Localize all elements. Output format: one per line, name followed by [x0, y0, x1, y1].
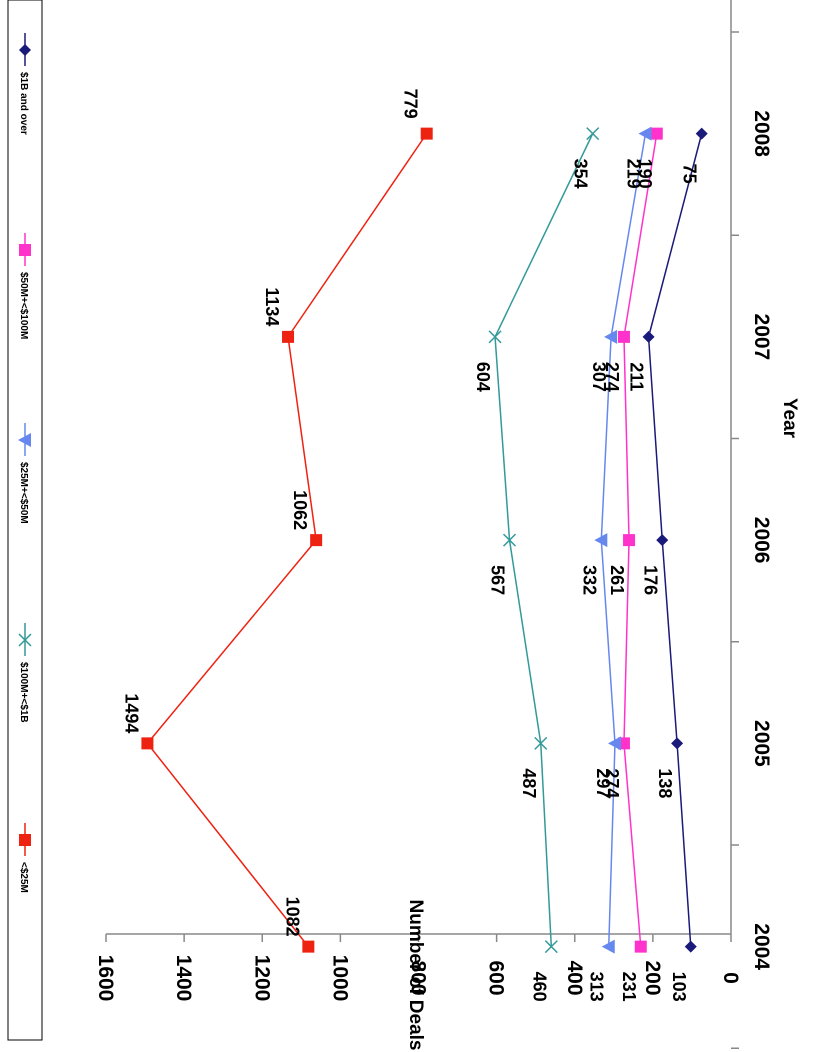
y-tick-label: 200: [641, 960, 664, 995]
data-point: [594, 533, 608, 548]
y-axis-ticks: 0 200 400 600 800 1000 1200 1400 1600: [94, 934, 742, 1001]
series-layer: [141, 126, 708, 954]
y-tick-label: 1000: [328, 955, 351, 1002]
data-label: 779: [401, 89, 421, 119]
x-tick-label: 2005: [750, 720, 773, 767]
legend-item: $25M+<$50M: [18, 423, 31, 524]
data-point: [282, 330, 295, 343]
series-group: [642, 127, 708, 953]
series-group: [488, 127, 600, 954]
data-label: 313: [587, 972, 607, 1002]
data-point: [623, 534, 636, 547]
data-point: [604, 329, 618, 344]
legend-box: [7, 0, 43, 1041]
data-point: [544, 940, 558, 954]
series-line: [146, 133, 428, 948]
y-tick-label: 1400: [172, 955, 195, 1002]
data-point: [617, 330, 630, 343]
legend-label: $1B and over: [18, 72, 29, 135]
data-point: [141, 737, 154, 750]
data-point: [19, 834, 31, 846]
data-label: 261: [607, 565, 627, 595]
data-label: 1082: [282, 897, 302, 937]
data-label: 354: [571, 159, 591, 189]
data-label: 332: [579, 565, 599, 595]
y-tick-label: 1600: [94, 955, 117, 1002]
data-point: [684, 940, 697, 953]
data-label: 1134: [262, 287, 282, 326]
data-point: [19, 44, 31, 56]
data-label: 487: [519, 768, 539, 798]
data-point: [695, 127, 708, 140]
data-point: [420, 127, 433, 140]
data-label: 176: [640, 565, 660, 595]
y-tick-label: 800: [407, 960, 430, 995]
data-point: [18, 433, 31, 447]
data-point: [671, 737, 684, 750]
data-label: 567: [488, 565, 508, 595]
data-label: 231: [619, 972, 639, 1002]
data-label: 274: [602, 768, 622, 798]
legend-label: <$25M: [18, 862, 29, 893]
legend: $1B and over $50M+<$100M $25M+<$50M $100M+<…: [7, 0, 43, 1041]
legend-items: $1B and over $50M+<$100M $25M+<$50M $100M+<…: [18, 33, 32, 893]
data-point: [502, 533, 517, 547]
data-point: [534, 736, 548, 750]
data-label: 604: [473, 362, 493, 392]
y-axis-title: Number of Deals: [405, 900, 426, 1051]
data-point: [642, 330, 655, 343]
data-label: 219: [623, 159, 643, 189]
legend-item: $100M+<$1B: [18, 623, 32, 723]
y-tick-label: 1200: [250, 955, 273, 1002]
data-point: [634, 940, 647, 953]
data-point: [586, 127, 600, 141]
data-label: 190: [635, 159, 655, 189]
series-group: [141, 127, 433, 953]
data-label: 274: [602, 362, 622, 392]
x-axis-title: Year: [779, 398, 800, 439]
data-point: [601, 939, 615, 954]
data-point: [19, 244, 31, 256]
x-axis-ticks: 2004 2005 2006 2007 2008: [731, 31, 773, 1049]
y-tick-label: 600: [485, 960, 508, 995]
data-label: 307: [589, 362, 609, 392]
data-label: 103: [669, 972, 689, 1002]
data-point: [650, 127, 663, 140]
data-label: 297: [593, 768, 613, 798]
x-tick-label: 2008: [750, 110, 773, 157]
series-group: [617, 127, 663, 953]
data-point: [607, 736, 621, 751]
x-tick-label: 2004: [750, 923, 773, 970]
legend-label: $50M+<$100M: [18, 272, 29, 339]
series-group: [594, 126, 652, 954]
legend-item: $1B and over: [18, 33, 31, 135]
data-labels: 103 138 176 211 75 231 274 261 274 190 313 297 332 30…: [121, 89, 699, 1002]
data-point: [18, 633, 32, 647]
data-point: [310, 534, 323, 547]
data-point: [488, 330, 502, 344]
legend-item: $50M+<$100M: [18, 233, 31, 339]
y-tick-label: 400: [563, 960, 586, 995]
legend-item: <$25M: [18, 823, 31, 893]
data-point: [656, 534, 669, 547]
data-label: 460: [529, 972, 549, 1002]
x-tick-label: 2007: [750, 314, 773, 361]
y-tick-label: 0: [719, 972, 742, 984]
x-tick-label: 2006: [750, 517, 773, 564]
data-point: [638, 126, 652, 141]
data-label: 1494: [121, 693, 141, 733]
data-point: [302, 940, 315, 953]
data-label: 211: [627, 362, 647, 391]
data-label: 1062: [290, 490, 310, 530]
data-label: 138: [655, 768, 675, 798]
legend-label: $100M+<$1B: [18, 662, 29, 723]
legend-label: $25M+<$50M: [18, 462, 29, 524]
data-label: 75: [680, 164, 700, 184]
